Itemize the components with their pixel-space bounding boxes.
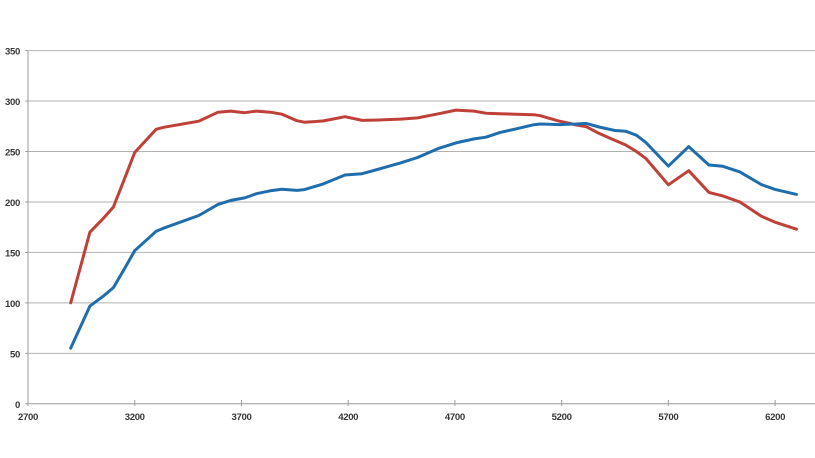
- svg-text:6200: 6200: [765, 412, 785, 423]
- svg-text:200: 200: [5, 198, 20, 209]
- svg-text:5200: 5200: [552, 412, 572, 423]
- svg-text:50: 50: [10, 349, 20, 360]
- svg-text:3700: 3700: [232, 412, 252, 423]
- svg-text:0: 0: [15, 400, 20, 411]
- svg-text:4200: 4200: [338, 412, 358, 423]
- svg-text:350: 350: [5, 47, 20, 58]
- svg-text:300: 300: [5, 97, 20, 108]
- svg-text:5700: 5700: [658, 412, 678, 423]
- svg-text:100: 100: [5, 299, 20, 310]
- svg-text:2700: 2700: [18, 412, 38, 423]
- svg-text:4700: 4700: [445, 412, 465, 423]
- svg-text:150: 150: [5, 248, 20, 259]
- svg-text:3200: 3200: [125, 412, 145, 423]
- svg-text:250: 250: [5, 148, 20, 159]
